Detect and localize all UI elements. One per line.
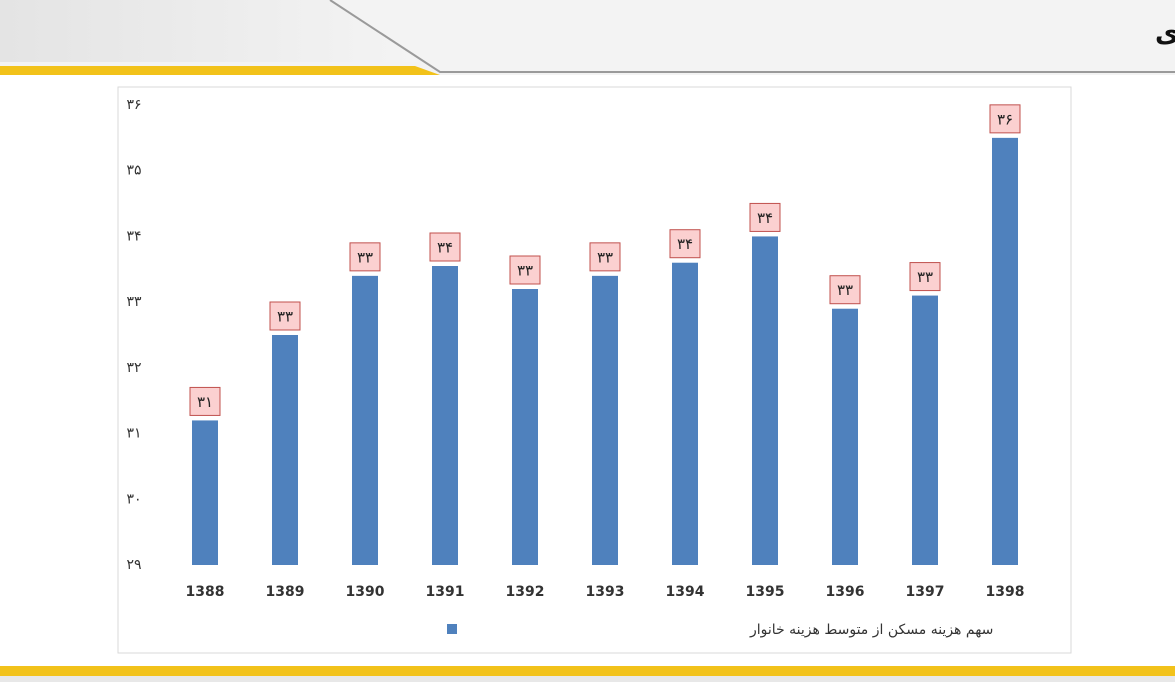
x-tick-label: 1394 — [666, 584, 705, 600]
header-stripe — [0, 66, 440, 75]
legend-swatch — [447, 624, 457, 634]
data-label-box — [349, 242, 381, 272]
x-tick-label: 1391 — [426, 584, 465, 600]
x-tick-label: 1393 — [586, 584, 625, 600]
data-label: ۳۴ — [757, 209, 773, 227]
x-tick-label: 1390 — [346, 584, 385, 600]
data-label: ۳۳ — [597, 248, 613, 266]
bar — [832, 308, 858, 565]
header-left — [0, 0, 420, 62]
y-tick-label: ۳۴ — [126, 228, 141, 244]
data-label: ۳۱ — [197, 393, 213, 411]
bar — [992, 137, 1018, 565]
bar — [592, 275, 618, 565]
y-tick-label: ۳۶ — [126, 97, 141, 113]
data-label: ۳۳ — [357, 248, 373, 266]
data-label: ۳۳ — [277, 308, 293, 326]
bar — [672, 262, 698, 565]
data-label-box — [669, 229, 701, 259]
data-label: ۳۴ — [677, 235, 693, 253]
y-tick-label: ۳۰ — [126, 491, 141, 507]
y-tick-label: ۳۵ — [126, 163, 141, 179]
x-tick-label: 1389 — [266, 584, 305, 600]
data-label: ۳۳ — [837, 281, 853, 299]
bar — [912, 295, 938, 565]
data-label-box — [589, 242, 621, 272]
data-label-box — [989, 104, 1021, 134]
data-label-box — [509, 255, 541, 285]
data-label: ۳۶ — [997, 110, 1013, 128]
data-label-box — [909, 262, 941, 292]
x-tick-label: 1395 — [746, 584, 785, 600]
bar — [432, 266, 458, 565]
x-tick-label: 1392 — [506, 584, 545, 600]
bar — [752, 236, 778, 565]
y-tick-label: ۳۲ — [126, 360, 141, 376]
data-label-box — [189, 386, 221, 416]
x-tick-label: 1388 — [186, 584, 225, 600]
y-tick-label: ۳۳ — [126, 294, 142, 310]
footer-stripe — [0, 666, 1175, 676]
chart-title: بررسی سهم مسکن در هزینه خانوارهای شهری — [1155, 19, 1175, 49]
legend-label: سهم هزینه مسکن از متوسط هزینه خانوار — [749, 622, 993, 638]
y-tick-label: ۲۹ — [126, 557, 141, 573]
data-label: ۳۳ — [917, 268, 933, 286]
x-tick-label: 1398 — [986, 584, 1025, 600]
y-tick-label: ۳۱ — [126, 426, 141, 442]
data-label-box — [269, 301, 301, 331]
bar — [272, 335, 298, 565]
x-tick-label: 1397 — [906, 584, 945, 600]
footer-base — [0, 676, 1175, 682]
data-label: ۳۳ — [517, 262, 533, 280]
data-label-box — [829, 275, 861, 305]
data-label: ۳۴ — [437, 239, 453, 257]
data-label-box — [749, 202, 781, 232]
data-label-box — [429, 232, 461, 262]
bar — [352, 275, 378, 565]
bar — [512, 289, 538, 565]
bar — [192, 420, 218, 565]
x-tick-label: 1396 — [826, 584, 865, 600]
header-edge — [329, 0, 1175, 73]
